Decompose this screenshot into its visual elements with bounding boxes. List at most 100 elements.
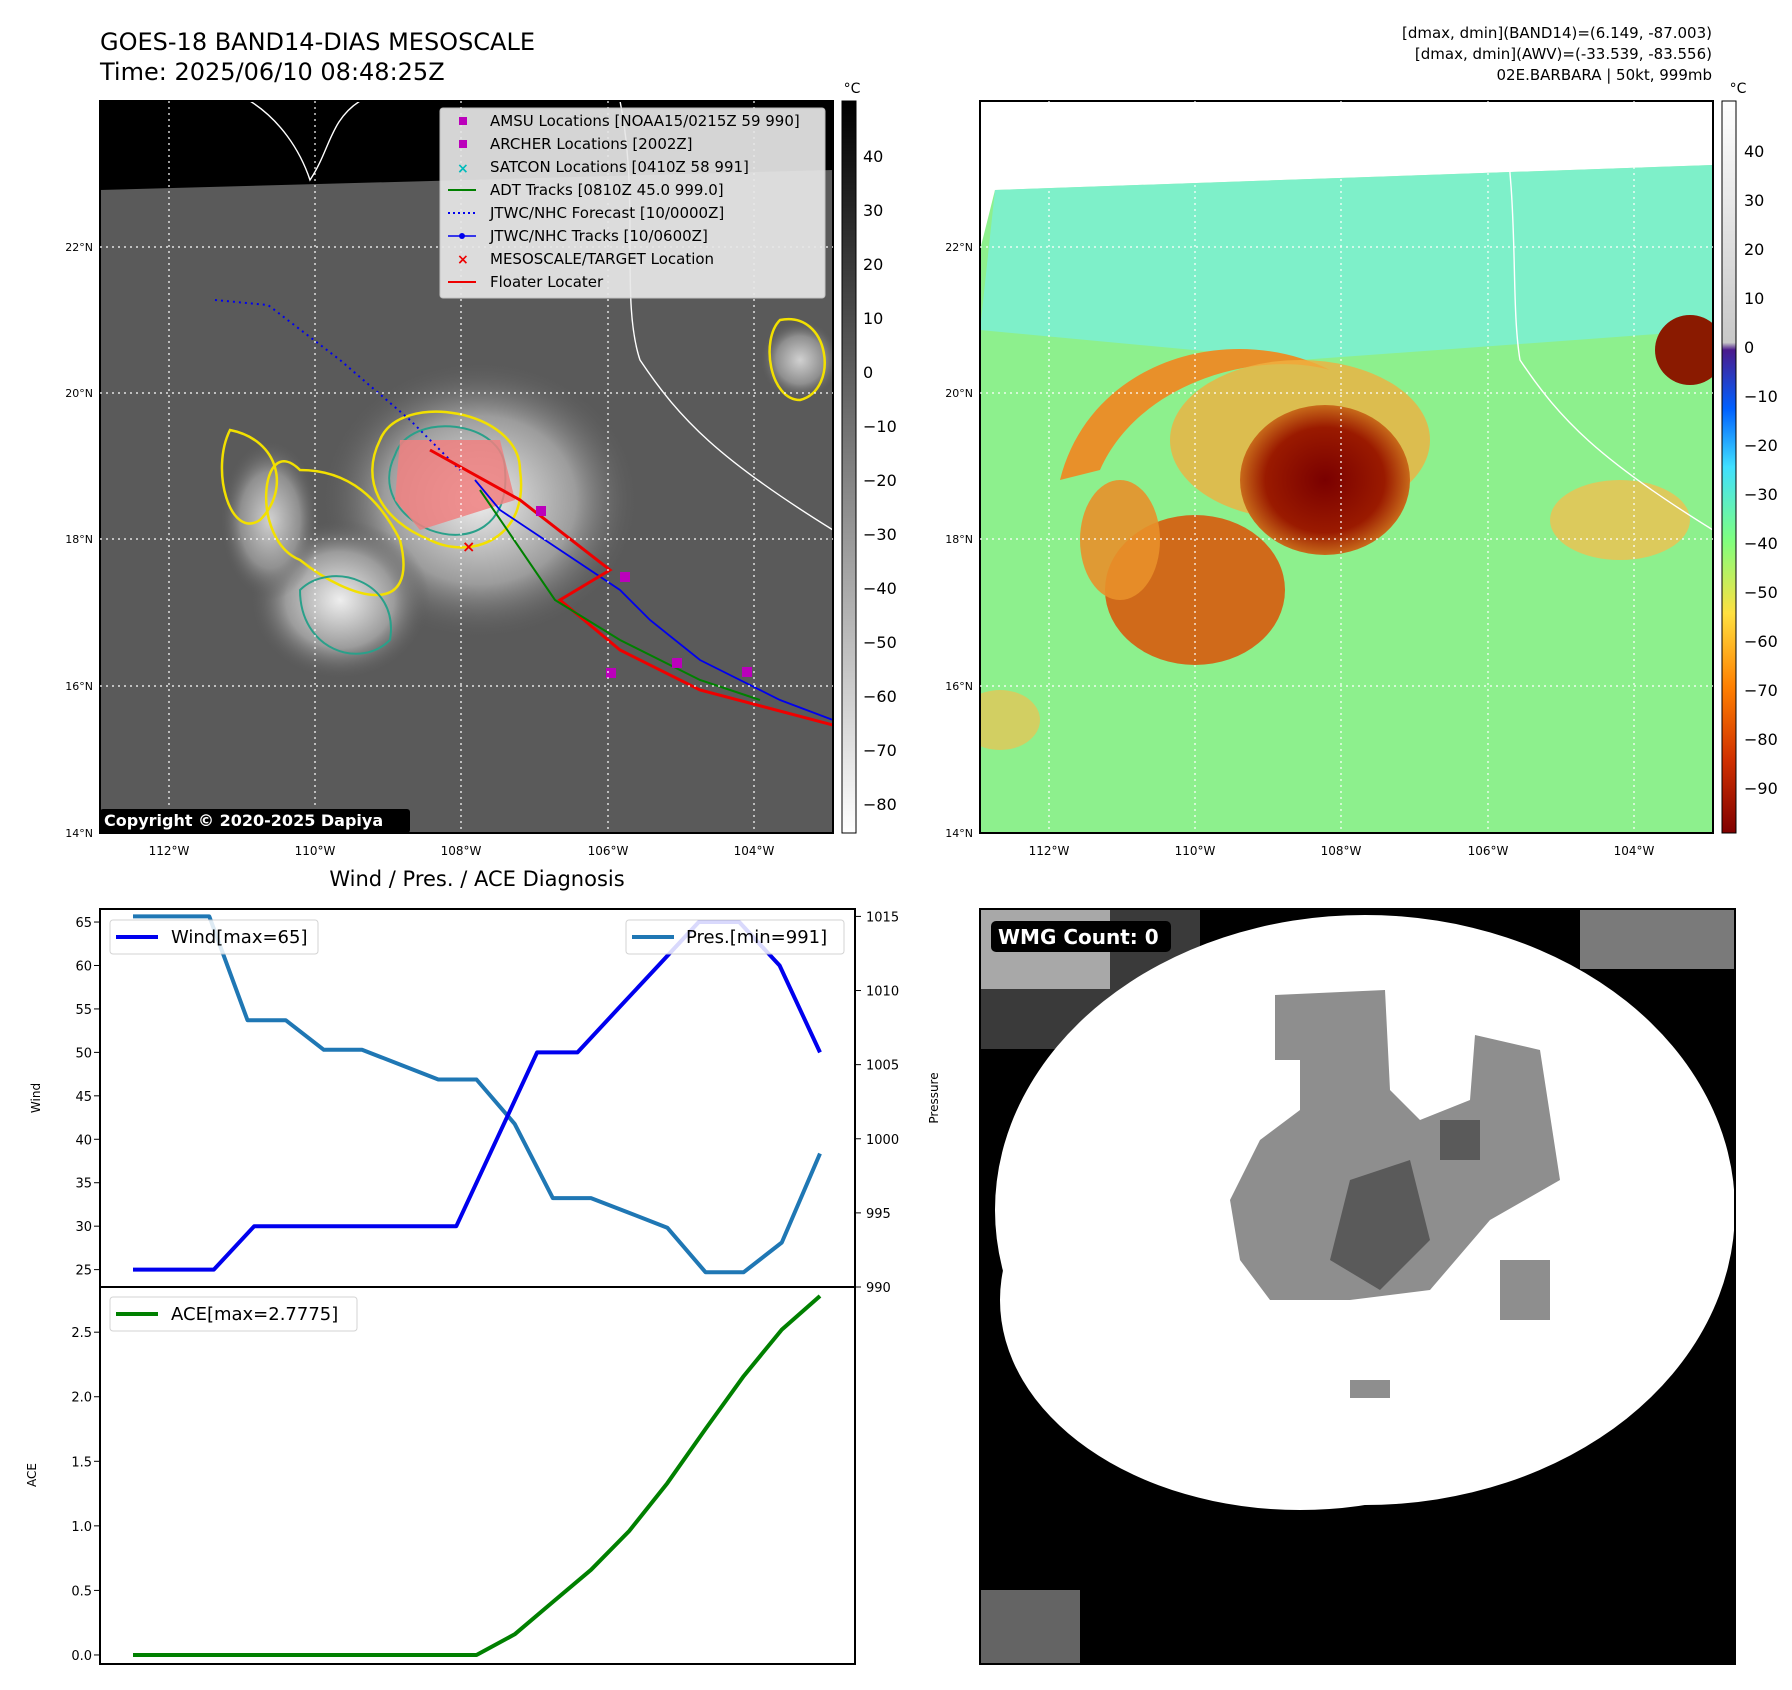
copyright-badge [100, 809, 410, 833]
legend-entry: SATCON Locations [0410Z 58 991] [490, 158, 749, 176]
wind-tick-labels: 25 30 35 40 45 50 55 60 65 [75, 916, 100, 1279]
ace-axis-label: ACE [25, 1463, 39, 1487]
wv-east-cloud [1655, 315, 1713, 385]
wv-colorbar [1721, 100, 1737, 834]
pressure-axis-label: Pressure [927, 1072, 941, 1123]
mesoscale-legend-swatch: × [457, 252, 469, 268]
ir-colorbar-tick: −80 [863, 795, 897, 814]
ace-tick-label: 0.0 [71, 1649, 92, 1664]
wind-tick-label: 65 [75, 916, 92, 931]
wv-lon-tick: 110°W [1175, 844, 1216, 858]
legend-entry: Floater Locater [490, 273, 604, 291]
pressure-tick-label: 995 [866, 1207, 891, 1222]
ir-frame [99, 100, 834, 834]
ir-lon-tick-labels: 112°W 110°W 108°W 106°W 104°W [149, 844, 775, 858]
ir-lon-tick: 106°W [588, 844, 629, 858]
wv-colorbar-tick: −70 [1744, 681, 1778, 700]
wv-gridlines [980, 101, 1713, 833]
ir-colorbar-tick: 20 [863, 255, 883, 274]
wind-legend: Wind[max=65] [109, 919, 319, 955]
wv-no-data-area [980, 101, 1713, 250]
pressure-legend-label: Pres.[min=991] [686, 927, 827, 948]
ir-colorbar [841, 100, 857, 834]
ace-tick-label: 2.5 [71, 1326, 92, 1341]
wv-lon-tick: 112°W [1029, 844, 1070, 858]
ir-colorbar-tick: −20 [863, 471, 897, 490]
legend-entry: JTWC/NHC Tracks [10/0600Z] [489, 227, 708, 245]
ir-colorbar-tick: 40 [863, 147, 883, 166]
ir-floater-box [395, 440, 515, 530]
wv-colorbar-tick: −80 [1744, 730, 1778, 749]
wv-colorbar-tick: −50 [1744, 583, 1778, 602]
wv-colorbar-tick: −30 [1744, 485, 1778, 504]
wmg-count-badge [991, 921, 1171, 952]
wv-moist-band [980, 165, 1713, 360]
ir-colorbar-tick: −60 [863, 687, 897, 706]
ir-colorbar-tick: 30 [863, 201, 883, 220]
amsu-markers [536, 506, 752, 678]
ace-legend: ACE[max=2.7775] [109, 1296, 358, 1332]
ace-tick-label: 1.5 [71, 1455, 92, 1470]
ir-colorbar-tick: −70 [863, 741, 897, 760]
ace-tick-label: 0.5 [71, 1584, 92, 1599]
diagnosis-title: Wind / Pres. / ACE Diagnosis [329, 867, 624, 891]
pressure-tick-labels: 990 995 1000 1005 1010 1015 [855, 910, 899, 1296]
diagnosis-chart: Wind / Pres. / ACE Diagnosis Wind Pressu… [25, 867, 941, 1665]
wv-coastline [1499, 101, 1713, 531]
wv-lat-tick: 16°N [945, 680, 973, 693]
pressure-tick-label: 1005 [866, 1059, 899, 1074]
ir-contour-green [388, 425, 507, 536]
wind-tick-label: 45 [75, 1090, 92, 1105]
wv-colorbar-tick: −60 [1744, 632, 1778, 651]
ir-colorbar-tick: −10 [863, 417, 897, 436]
wv-cold-core [1240, 405, 1410, 555]
ir-satellite-panel: × 112°W 110°W 108°W 106°W 104°W [65, 81, 897, 858]
floater-track [429, 448, 833, 727]
ir-lat-tick: 16°N [65, 680, 93, 693]
ace-axes [99, 1286, 856, 1665]
ir-colorbar-unit: °C [844, 81, 861, 97]
wv-lon-tick: 108°W [1321, 844, 1362, 858]
pressure-tick-label: 1010 [866, 985, 899, 1000]
mesoscale-target-markers: × [462, 537, 475, 556]
wv-colorbar-tick: −40 [1744, 534, 1778, 553]
wmg-count-label: WMG Count: 0 [998, 925, 1159, 949]
pressure-series-line [133, 914, 822, 1275]
ir-legend-box: × × AMSU Locations [NOAA15/0215Z 59 990]… [439, 107, 826, 299]
satcon-legend-swatch: × [457, 161, 469, 177]
figure-title: GOES-18 BAND14-DIAS MESOSCALE [100, 28, 535, 56]
wv-lon-tick-labels: 112°W 110°W 108°W 106°W 104°W [1029, 844, 1655, 858]
wv-colorbar-tick: 0 [1744, 338, 1754, 357]
ir-lon-tick: 110°W [295, 844, 336, 858]
wind-tick-label: 40 [75, 1133, 92, 1148]
wv-colorbar-tick: −20 [1744, 436, 1778, 455]
figure-time: Time: 2025/06/10 08:48:25Z [99, 58, 445, 86]
ir-lon-tick: 104°W [734, 844, 775, 858]
jtwc-track [474, 479, 833, 721]
ir-colorbar-tick: 0 [863, 363, 873, 382]
wv-colorbar-unit: °C [1730, 81, 1747, 97]
ir-lat-tick: 18°N [65, 533, 93, 546]
ir-lon-tick: 108°W [441, 844, 482, 858]
wv-colorbar-tick: −10 [1744, 387, 1778, 406]
ir-lon-tick: 112°W [149, 844, 190, 858]
wind-pressure-axes [99, 908, 856, 1288]
wmg-gray-core [1230, 990, 1560, 1300]
wv-lat-tick: 18°N [945, 533, 973, 546]
stats-band14: [dmax, dmin](BAND14)=(6.149, -87.003) [1402, 24, 1712, 42]
wv-colorbar-tick: −90 [1744, 779, 1778, 798]
wv-lat-tick: 14°N [945, 827, 973, 840]
wv-lat-tick: 20°N [945, 387, 973, 400]
legend-entry: JTWC/NHC Forecast [10/0000Z] [489, 204, 724, 222]
wind-legend-label: Wind[max=65] [171, 927, 308, 948]
ir-contour-yellow [264, 460, 405, 597]
wind-tick-label: 55 [75, 1003, 92, 1018]
wmg-panel: WMG Count: 0 [979, 908, 1736, 1665]
legend-entry: ARCHER Locations [2002Z] [490, 135, 693, 153]
wv-colorbar-tick: 30 [1744, 191, 1764, 210]
wv-frame [979, 100, 1714, 834]
wv-colorbar-tick: 20 [1744, 240, 1764, 259]
archer-legend-swatch [459, 140, 467, 148]
wv-lat-tick-labels: 22°N 20°N 18°N 16°N 14°N [945, 241, 973, 840]
